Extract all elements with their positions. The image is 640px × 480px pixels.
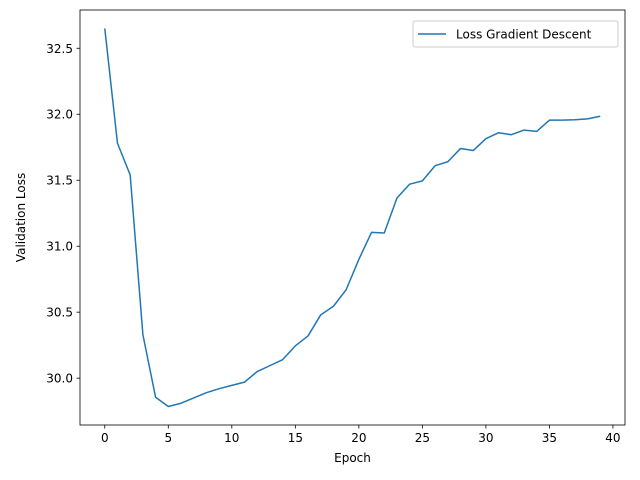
y-tick-label: 31.0 [46, 240, 73, 254]
legend-box [412, 20, 619, 48]
x-tick-label: 15 [288, 431, 303, 445]
x-tick-label: 0 [101, 431, 109, 445]
y-tick-label: 32.5 [46, 42, 73, 56]
legend-label: Loss Gradient Descent [456, 28, 592, 42]
axes-frame [79, 9, 626, 426]
x-tick-label: 30 [478, 431, 493, 445]
x-axis: 0 5 10 15 20 25 30 35 40 [101, 425, 621, 445]
y-tick-label: 30.5 [46, 306, 73, 320]
plot-area [104, 28, 601, 408]
x-tick-label: 20 [351, 431, 366, 445]
x-axis-label: Epoch [334, 451, 371, 465]
series-line-loss-gradient-descent [104, 28, 601, 408]
x-tick-label: 40 [605, 431, 620, 445]
y-tick-label: 30.0 [46, 372, 73, 386]
x-tick-label: 35 [542, 431, 557, 445]
legend: Loss Gradient Descent [412, 20, 619, 48]
x-tick-label: 10 [224, 431, 239, 445]
y-tick-label: 32.0 [46, 108, 73, 122]
x-tick-label: 5 [164, 431, 172, 445]
y-axis-label: Validation Loss [14, 173, 28, 262]
y-tick-label: 31.5 [46, 174, 73, 188]
y-axis: 30.0 30.5 31.0 31.5 32.0 32.5 [46, 42, 80, 386]
x-tick-label: 25 [415, 431, 430, 445]
